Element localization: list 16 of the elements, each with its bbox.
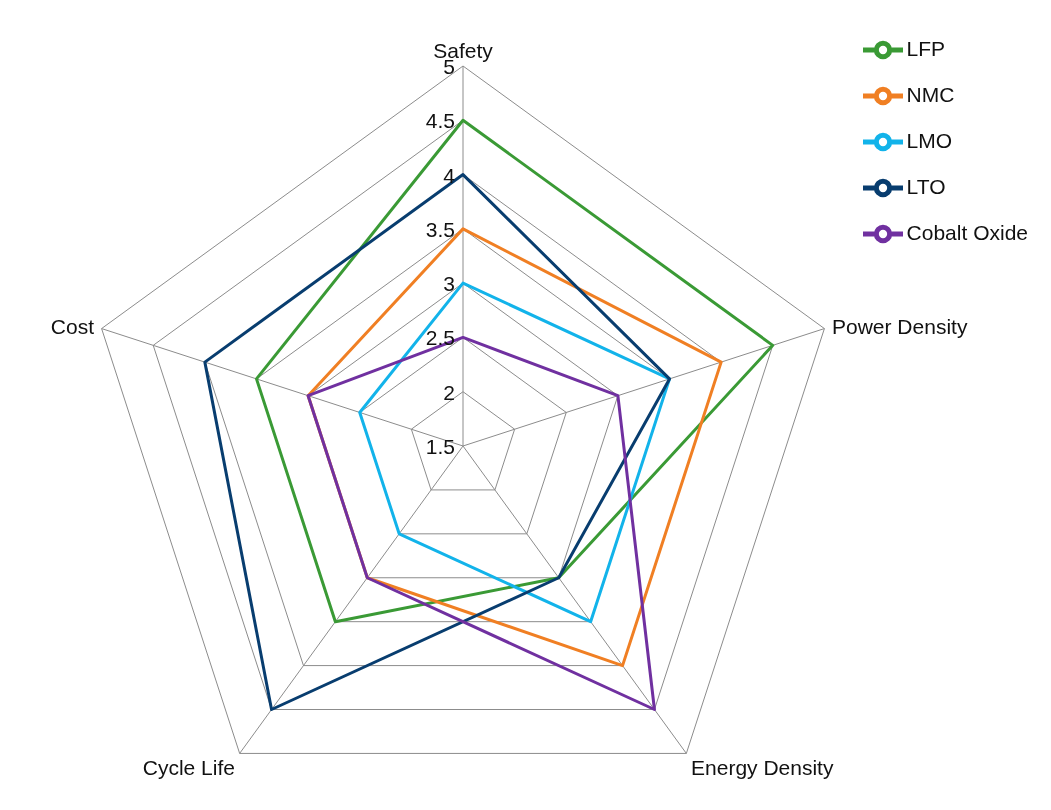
y-tick-label: 3 bbox=[443, 272, 455, 296]
legend-label: NMC bbox=[906, 83, 955, 106]
spoke-label: Energy Density bbox=[691, 755, 834, 779]
y-tick-label: 3.5 bbox=[425, 217, 455, 241]
spoke-label: Cost bbox=[50, 314, 95, 338]
legend-label: Cobalt Oxide bbox=[906, 221, 1028, 244]
legend-label: LTO bbox=[906, 175, 946, 198]
y-tick-label: 4 bbox=[443, 163, 456, 187]
legend-label: LMO bbox=[906, 129, 953, 152]
spoke-label: Power Density bbox=[832, 314, 968, 338]
legend-label: LFP bbox=[906, 37, 946, 60]
y-tick-label: 1.5 bbox=[425, 435, 455, 458]
y-tick-label: 4.5 bbox=[425, 109, 455, 133]
spoke-label: Cycle Life bbox=[142, 755, 235, 779]
y-tick-label: 2 bbox=[443, 380, 455, 404]
y-tick-label: 2.5 bbox=[425, 326, 455, 350]
